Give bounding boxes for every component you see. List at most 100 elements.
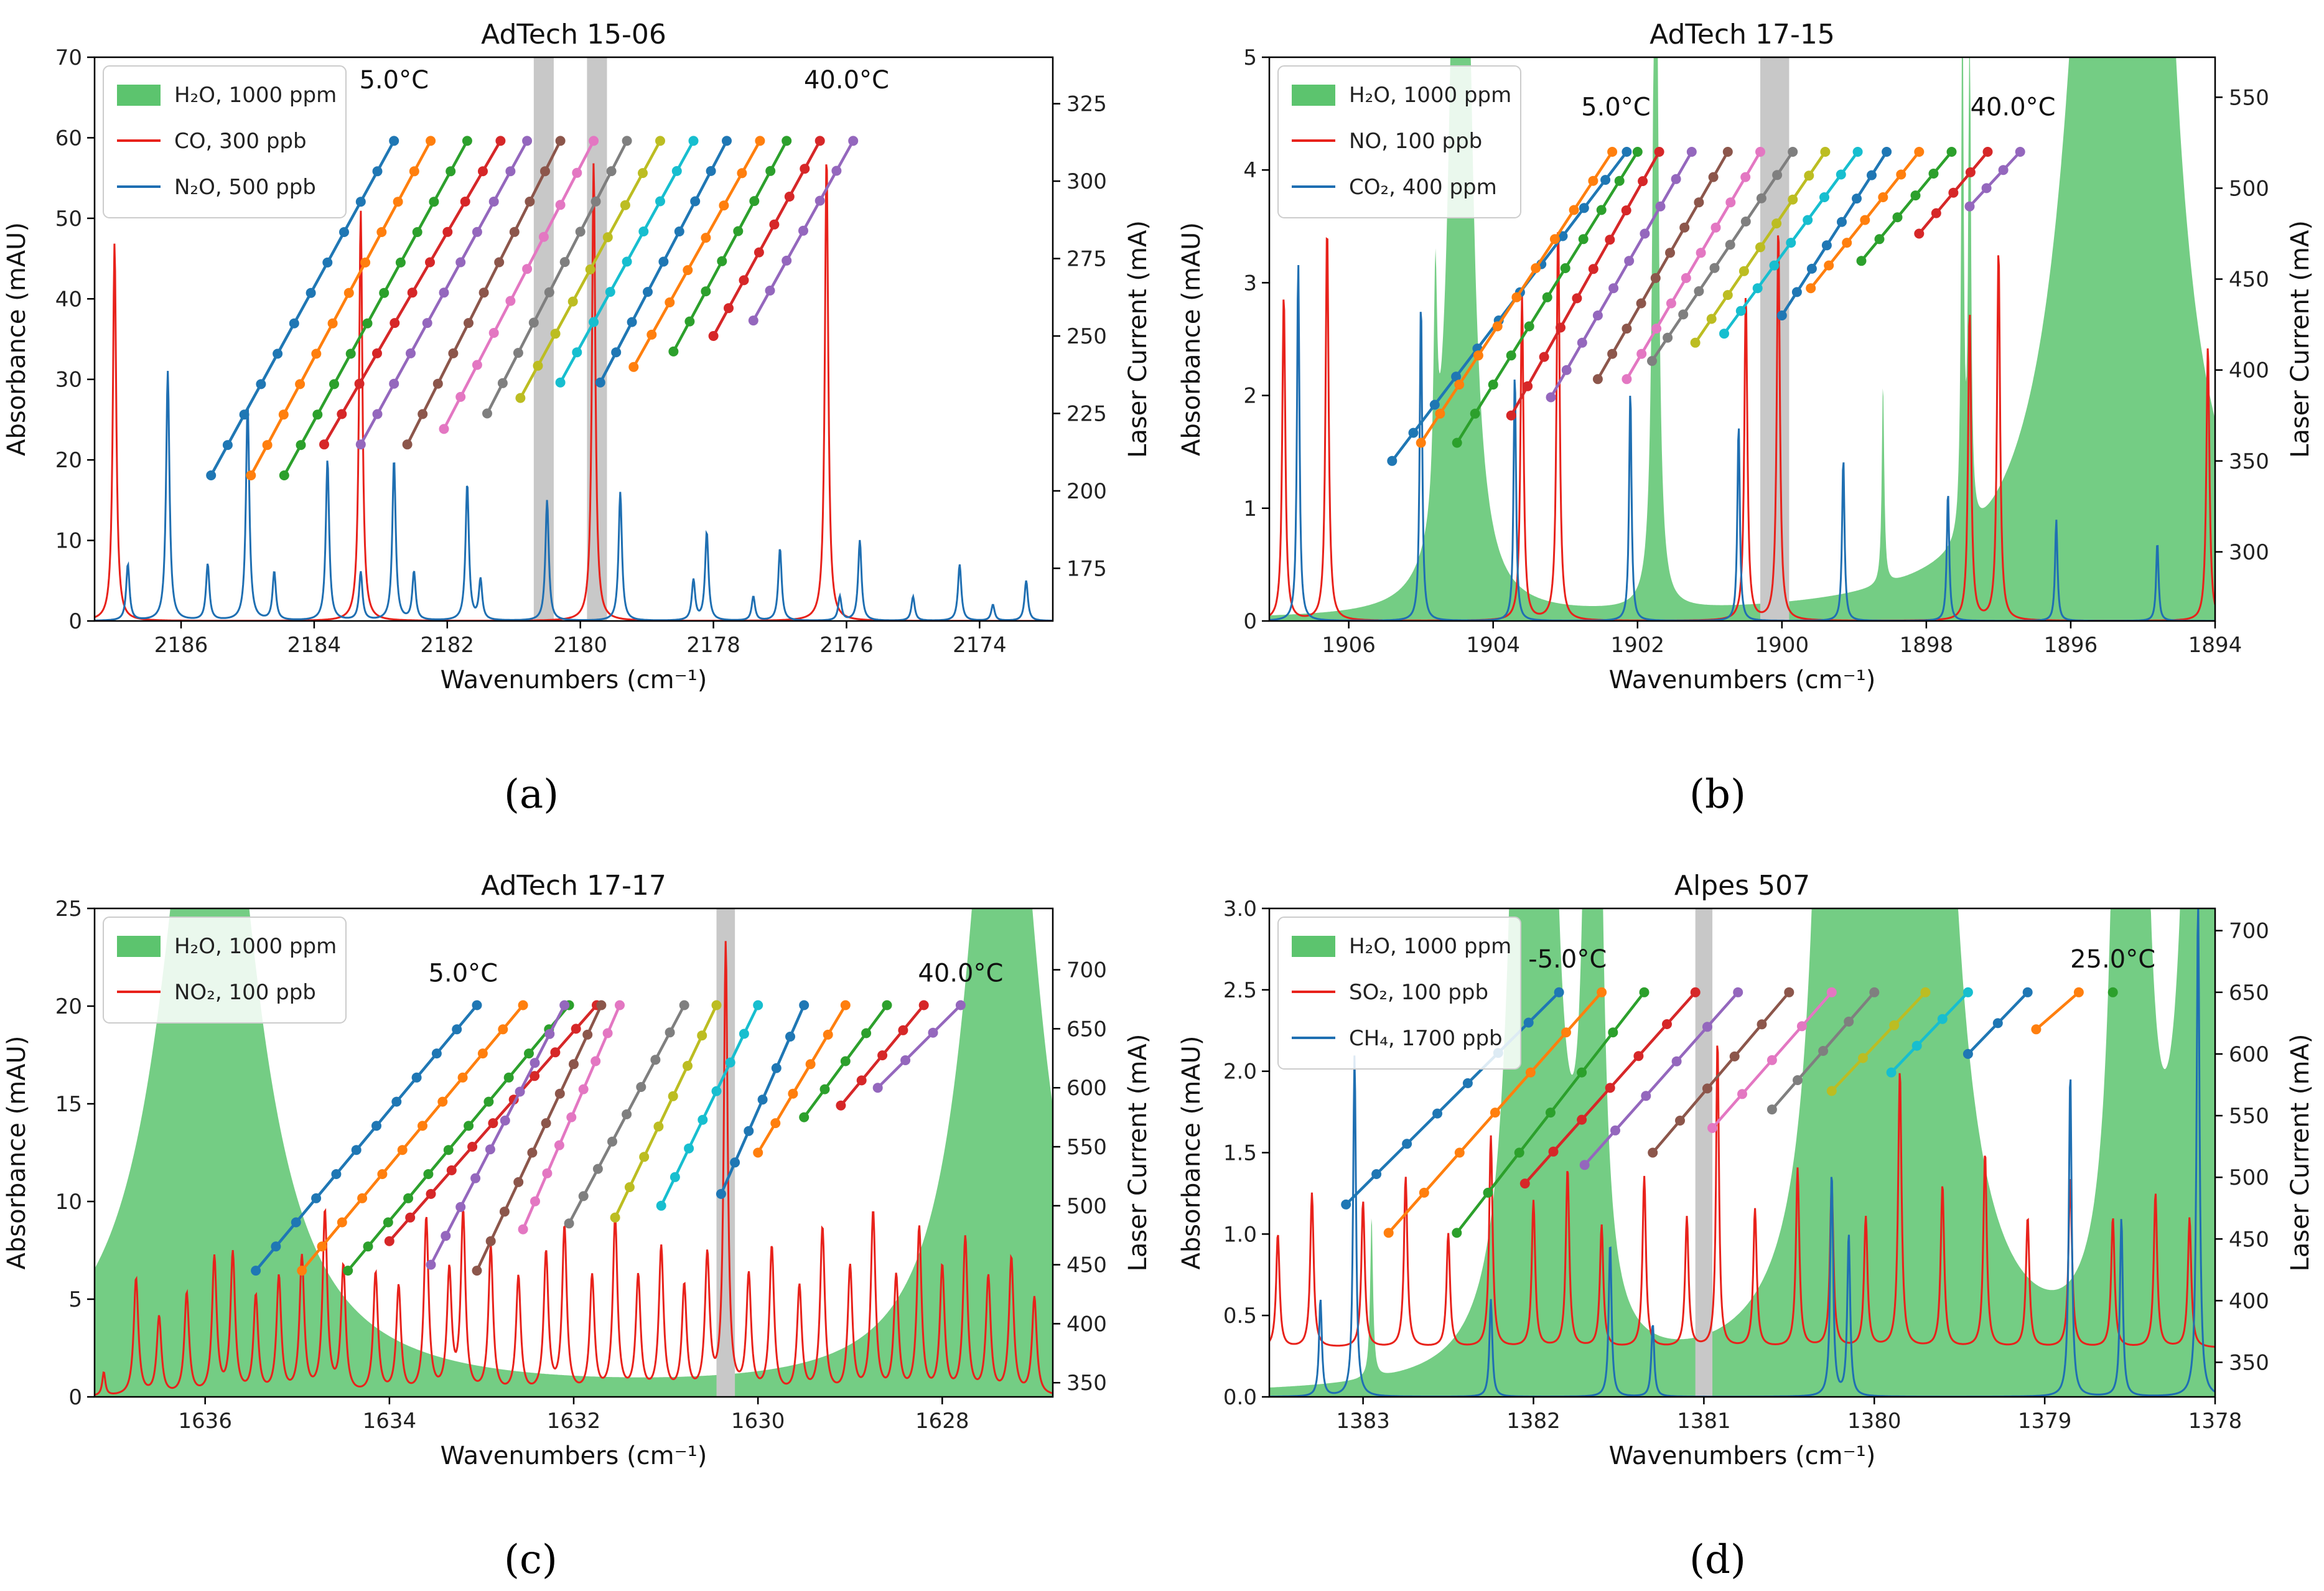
y2-tick-label: 300 [2229, 540, 2269, 565]
tuning-point [1820, 147, 1831, 157]
tuning-series-11 [716, 1000, 810, 1199]
tuning-point [390, 318, 400, 329]
tuning-point [1710, 222, 1721, 233]
tuning-point [575, 226, 586, 237]
y2-tick-label: 500 [2229, 1165, 2269, 1190]
tuning-line [877, 1004, 962, 1089]
x-tick-label: 1378 [2188, 1409, 2242, 1434]
tuning-series-14 [836, 1000, 929, 1111]
temperature-label-start: 5.0°C [359, 66, 429, 95]
tuning-point [1756, 193, 1766, 203]
tuning-point [1706, 314, 1717, 324]
tuning-point [1819, 192, 1829, 202]
x-tick-label: 1634 [363, 1409, 417, 1434]
x-tick-label: 1904 [1466, 633, 1520, 658]
tuning-point [872, 1083, 883, 1093]
tuning-point [397, 1145, 408, 1155]
tuning-point [448, 348, 459, 358]
panel-label-d: (d) [1689, 1537, 1746, 1583]
tuning-point [509, 226, 520, 237]
y-tick-label: 50 [55, 207, 82, 231]
tuning-point [2073, 987, 2084, 997]
tuning-point [1818, 1046, 1829, 1056]
red-spectrum-line [1269, 1045, 2215, 1348]
tuning-line [254, 1004, 478, 1272]
tuning-point [1419, 1187, 1429, 1198]
tuning-point [724, 303, 734, 314]
tuning-point [622, 256, 632, 267]
tuning-point [1492, 321, 1503, 332]
y2-tick-label: 550 [1066, 1135, 1107, 1160]
tuning-point [737, 168, 747, 179]
tuning-series-11 [1776, 147, 1892, 320]
tuning-point [955, 1000, 966, 1010]
tuning-point [327, 318, 338, 329]
tuning-point [2031, 1024, 2042, 1035]
tuning-point [622, 136, 632, 146]
legend-label: H₂O, 1000 ppm [174, 83, 337, 108]
y-tick-label: 40 [55, 287, 82, 312]
tuning-point [1709, 263, 1720, 273]
tuning-point [1842, 238, 1852, 248]
tuning-point [554, 1140, 564, 1150]
tuning-point [1651, 324, 1662, 334]
tuning-point [426, 1259, 436, 1270]
tuning-point [1752, 283, 1763, 294]
tuning-point [1588, 175, 1598, 186]
tuning-point [372, 409, 383, 419]
tuning-point [446, 1165, 457, 1175]
tuning-point [1607, 348, 1618, 359]
tuning-series-4 [319, 136, 506, 450]
tuning-series-15 [748, 136, 859, 326]
tuning-point [544, 287, 554, 297]
tuning-series-3 [343, 1000, 574, 1276]
tuning-point [602, 232, 613, 243]
tuning-point [785, 1032, 795, 1042]
tuning-point [319, 439, 329, 450]
tuning-point [1678, 309, 1689, 320]
tuning-point [1666, 298, 1676, 309]
x-tick-label: 1898 [1900, 633, 1954, 658]
tuning-point [585, 264, 595, 274]
tuning-point [355, 439, 366, 450]
tuning-point [530, 1196, 540, 1206]
tuning-point [757, 1094, 768, 1105]
tuning-point [1452, 437, 1462, 448]
gas-line-window-1 [1695, 908, 1713, 1397]
tuning-point [442, 226, 453, 237]
tuning-point [1578, 234, 1589, 245]
tuning-point [1878, 192, 1888, 202]
tuning-point [683, 1061, 693, 1071]
y-tick-label: 3.0 [1223, 897, 1257, 921]
tuning-point [439, 287, 449, 298]
tuning-point [1639, 987, 1650, 997]
tuning-point [1569, 205, 1579, 215]
tuning-point [1675, 1116, 1685, 1126]
tuning-point [1910, 190, 1921, 201]
x-tick-label: 2182 [421, 633, 475, 658]
legend-box [1277, 65, 1521, 218]
tuning-point [441, 1231, 451, 1241]
tuning-line [1831, 991, 1927, 1092]
y-axis-label: Absorbance (mAU) [2, 1036, 31, 1270]
tuning-point [1931, 208, 1941, 218]
gas-line-window-1 [533, 57, 554, 621]
tuning-point [409, 166, 419, 177]
tuning-point [1826, 987, 1837, 997]
tuning-point [655, 136, 665, 146]
x-tick-label: 1896 [2044, 633, 2098, 658]
y2-axis-label: Laser Current (mA) [2286, 220, 2315, 458]
tuning-point [550, 1047, 561, 1058]
tuning-point [1856, 256, 1867, 266]
x-tick-label: 1380 [1847, 1409, 1902, 1434]
tuning-point [499, 1206, 510, 1217]
tuning-point [711, 1086, 722, 1096]
tuning-point [1776, 310, 1787, 320]
tuning-point [222, 440, 233, 450]
tuning-point [1766, 1104, 1777, 1115]
tuning-point [343, 1266, 353, 1276]
legend-box [1277, 917, 1521, 1070]
tuning-point [426, 1188, 436, 1199]
legend: H₂O, 1000 ppm SO₂, 100 ppb CH₄, 1700 ppb [1277, 917, 1521, 1070]
tuning-point [1982, 147, 1993, 157]
